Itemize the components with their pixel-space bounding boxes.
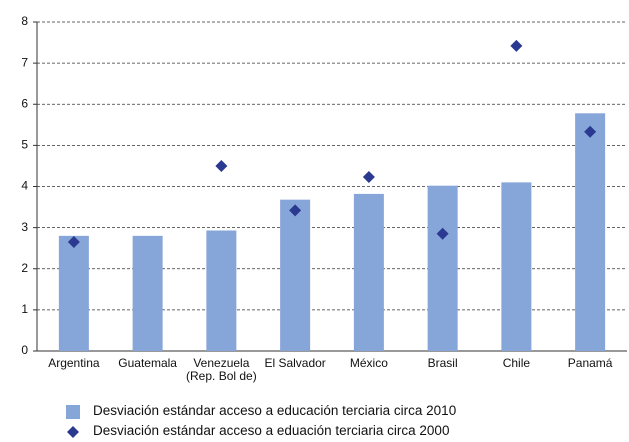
y-tick-label: 5 xyxy=(21,138,28,152)
y-tick-label: 1 xyxy=(21,302,28,316)
diamond-marker xyxy=(584,125,597,138)
legend-label: Desviación estándar acceso a educación t… xyxy=(93,403,457,418)
y-tick-label: 7 xyxy=(21,55,28,69)
diamond-marker xyxy=(215,159,228,172)
x-tick-label: Panamá xyxy=(567,356,613,370)
bar xyxy=(58,235,89,351)
x-tick-label: El Salvador xyxy=(264,356,326,370)
diamond-marker xyxy=(289,204,302,217)
diamond-marker xyxy=(510,39,523,52)
x-tick-label: Brasil xyxy=(427,356,458,370)
bar xyxy=(353,193,384,351)
y-tick-label: 3 xyxy=(21,220,28,234)
x-tick-label: Guatemala xyxy=(118,356,177,370)
bar xyxy=(206,230,237,351)
x-tick-label: Argentina xyxy=(48,356,100,370)
y-tick-label: 8 xyxy=(21,14,28,28)
legend-swatch xyxy=(67,426,79,438)
y-tick-label: 0 xyxy=(21,343,28,357)
diamond-marker xyxy=(362,171,375,184)
diamond-marker xyxy=(67,236,80,249)
diamond-marker xyxy=(436,227,449,240)
bar xyxy=(280,199,311,351)
bar xyxy=(132,235,163,351)
y-tick-label: 6 xyxy=(21,96,28,110)
x-tick-label: México xyxy=(349,356,388,370)
y-tick-label: 4 xyxy=(21,179,28,193)
bar xyxy=(501,182,532,351)
x-tick-label: Venezuela (Rep. Bol de) xyxy=(186,356,257,383)
legend-swatch xyxy=(66,405,80,419)
legend-label: Desviación estándar acceso a eduación te… xyxy=(93,423,450,438)
x-tick-label: Chile xyxy=(502,356,531,370)
y-tick-label: 2 xyxy=(21,261,28,275)
bar xyxy=(427,185,458,351)
bar xyxy=(575,113,606,351)
